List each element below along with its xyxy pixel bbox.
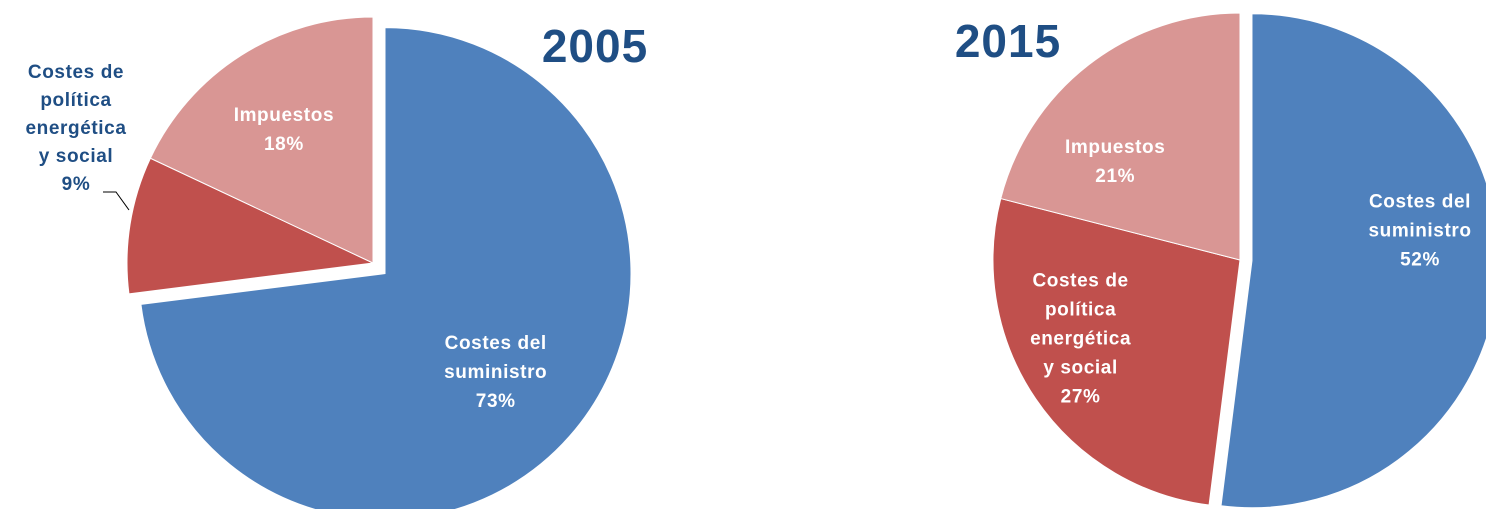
slice-label-line: 21% [1095,166,1135,187]
chart-title-2015: 2015 [955,15,1061,67]
slice-label-line: suministro [444,362,547,383]
slice-label: Impuestos 21% [1065,137,1165,187]
slice-label-line: 73% [476,391,516,412]
pie-slice-costes-de-política-energética-y-social [126,157,375,295]
pie-slice-costes-del-suministro [140,27,632,509]
slice-label-line: y social [39,146,114,167]
slice-label-line: suministro [1368,220,1471,241]
slice-label: Costes del suministro 73% [444,333,547,412]
pie-slice-impuestos [1000,12,1241,261]
pie-slice-impuestos [149,16,374,264]
slice-label-line: 9% [62,174,91,195]
slice-label: Costes del suministro 52% [1368,191,1471,270]
slice-label-line: Impuestos [1065,137,1165,158]
slice-label-line: 27% [1061,387,1101,408]
slice-label-line: Costes de [1032,271,1128,292]
slice-label-line: Impuestos [234,105,334,126]
slice-label: Costes de política energética y social 27% [1030,271,1131,408]
leader-line [103,191,130,211]
slice-label: Impuestos 18% [234,105,334,155]
pie-slice-costes-del-suministro [1220,13,1486,509]
slice-label: Costes de política energética y social 9% [25,62,126,195]
pie-chart-2005: Costes del suministro 73% Costes de política… [25,16,648,509]
slice-label-line: 52% [1400,249,1440,270]
pie-chart-2015: Costes del suministro 52% Costes de política… [955,12,1486,509]
slice-label-line: política [40,90,111,111]
slice-label-line: energética [1030,329,1131,350]
chart-title-2005: 2005 [542,20,648,72]
slice-label-line: política [1045,300,1116,321]
pie-slice-costes-de-política-energética-y-social [992,197,1241,506]
slice-label-line: energética [25,118,126,139]
slice-label-line: y social [1043,358,1118,379]
slice-label-line: 18% [264,134,304,155]
slice-label-line: Costes del [1369,191,1471,212]
slice-label-line: Costes del [445,333,547,354]
slice-label-line: Costes de [28,62,124,83]
